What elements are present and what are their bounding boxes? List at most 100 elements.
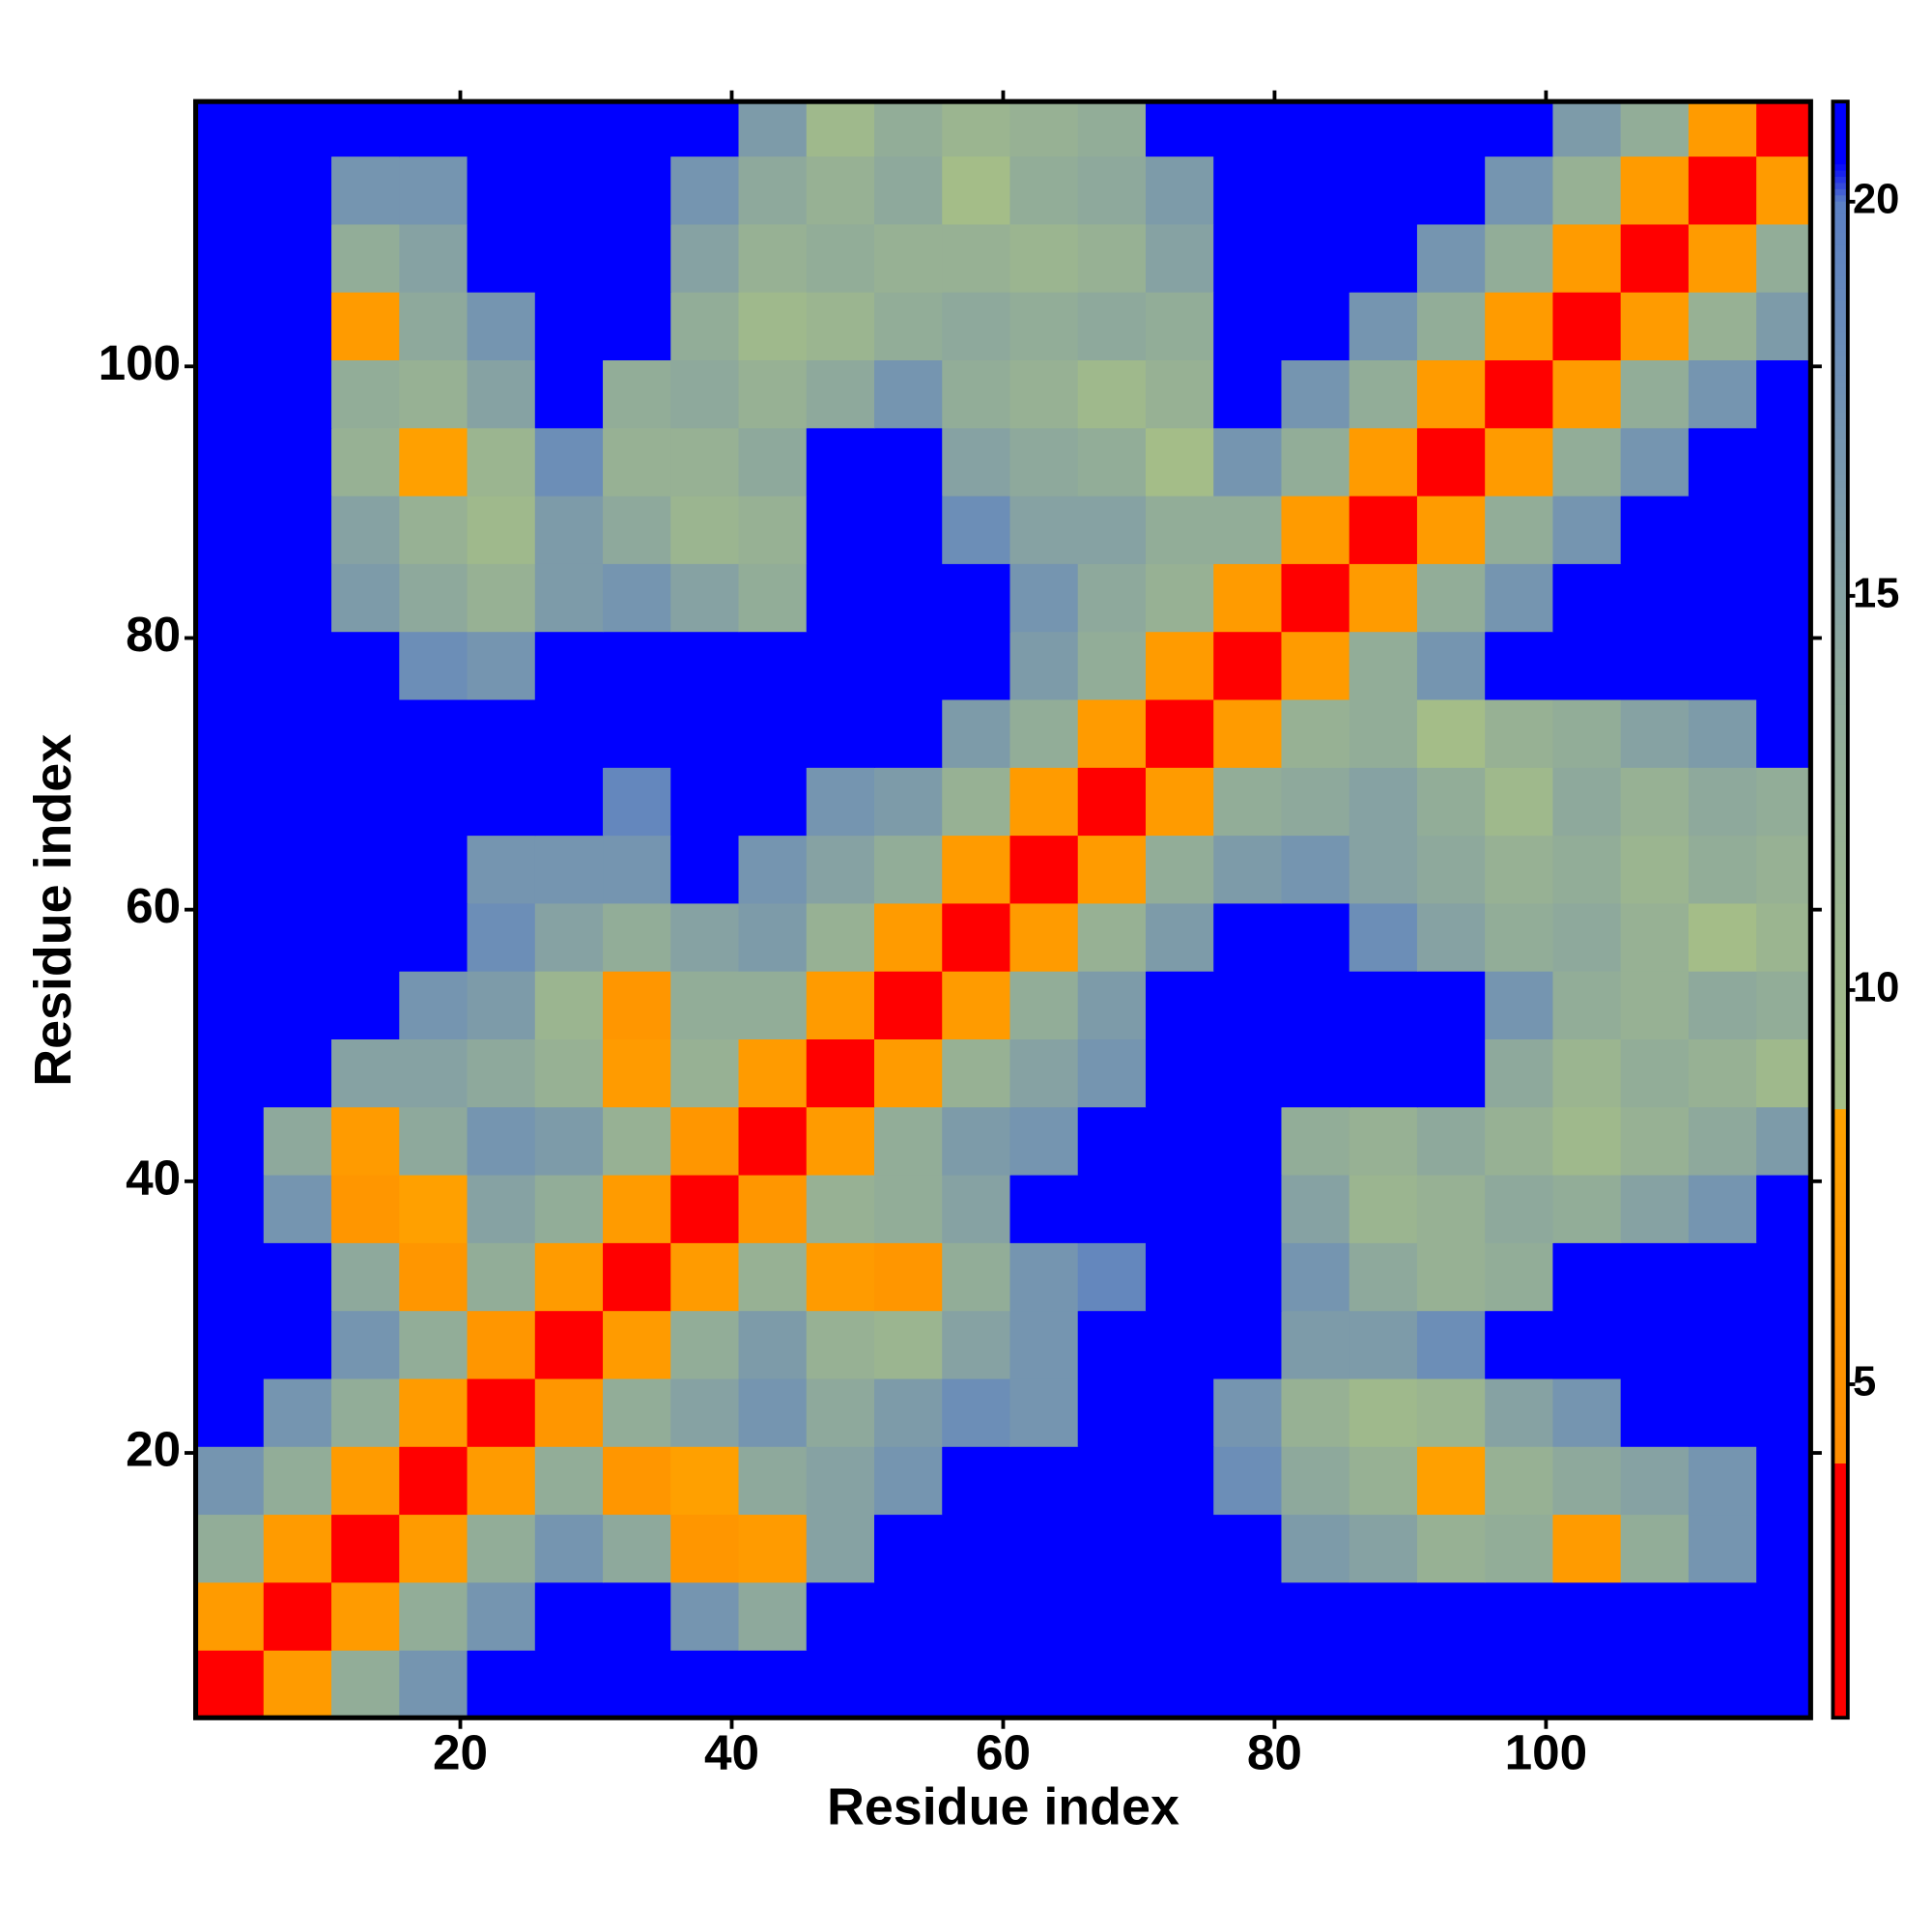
heatmap-cell	[1620, 563, 1690, 633]
heatmap-cell	[534, 1649, 604, 1719]
colorbar-slice	[1833, 1282, 1848, 1290]
heatmap-cell	[534, 427, 604, 497]
heatmap-cell	[873, 698, 944, 768]
heatmap-cell	[942, 767, 1011, 837]
heatmap-cell	[1281, 1038, 1350, 1108]
colorbar-slice	[1833, 1133, 1848, 1141]
heatmap-cell	[399, 835, 469, 904]
heatmap-cell	[263, 223, 332, 293]
heatmap-cell	[195, 1446, 265, 1516]
heatmap-cell	[1077, 223, 1147, 293]
heatmap-cell	[1281, 1649, 1350, 1719]
heatmap-cell	[942, 1174, 1011, 1243]
heatmap-cell	[467, 1446, 536, 1516]
colorbar-slice	[1833, 1090, 1848, 1097]
colorbar-slice	[1833, 107, 1848, 115]
heatmap-cell	[263, 427, 332, 497]
heatmap-cell	[806, 1514, 875, 1583]
colorbar-slice	[1833, 1524, 1848, 1532]
colorbar-slice	[1833, 654, 1848, 662]
heatmap-cell	[195, 563, 265, 633]
heatmap-cell	[1077, 1378, 1147, 1447]
colorbar-slice	[1833, 1177, 1848, 1184]
heatmap-cell	[1213, 101, 1283, 157]
heatmap-cell	[467, 495, 536, 564]
heatmap-cell	[806, 1038, 875, 1108]
heatmap-cell	[1349, 1038, 1418, 1108]
colorbar-slice	[1833, 406, 1848, 413]
colorbar-slice	[1833, 1519, 1848, 1526]
heatmap-cell	[1145, 698, 1214, 768]
heatmap-cell	[534, 1378, 604, 1447]
heatmap-cell	[195, 101, 265, 157]
colorbar-slice	[1833, 431, 1848, 439]
heatmap-cell	[1349, 1310, 1418, 1379]
colorbar-slice	[1833, 692, 1848, 699]
heatmap-cell	[1077, 1038, 1147, 1108]
heatmap-cell	[1281, 101, 1350, 157]
colorbar-slice	[1833, 1039, 1848, 1047]
heatmap-cell	[1349, 1106, 1418, 1176]
heatmap-cell	[331, 970, 401, 1040]
colorbar-slice	[1833, 1158, 1848, 1166]
heatmap-cell	[1552, 427, 1622, 497]
heatmap-cell	[399, 970, 469, 1040]
heatmap-cell	[195, 698, 265, 768]
heatmap-cell	[1485, 1649, 1554, 1719]
heatmap-cell	[806, 223, 875, 293]
heatmap-cell	[1281, 1242, 1350, 1312]
heatmap-cell	[1213, 1378, 1283, 1447]
heatmap-cell	[1416, 291, 1486, 361]
heatmap-cell	[670, 1174, 740, 1243]
heatmap-cell	[1416, 1378, 1486, 1447]
colorbar-slice	[1833, 1102, 1848, 1110]
heatmap-cell	[195, 1106, 265, 1176]
colorbar-slice	[1833, 1425, 1848, 1433]
colorbar-slice	[1833, 393, 1848, 401]
heatmap-cell	[873, 101, 944, 157]
heatmap-cell	[873, 1310, 944, 1379]
heatmap-cell	[1756, 767, 1811, 837]
heatmap-cell	[1416, 1446, 1486, 1516]
heatmap-cell	[195, 1174, 265, 1243]
x-tick-label: 60	[976, 1724, 1031, 1779]
heatmap-cell	[1552, 1106, 1622, 1176]
heatmap-cell	[1281, 291, 1350, 361]
heatmap-cell	[603, 631, 672, 700]
colorbar-slice	[1833, 424, 1848, 432]
colorbar-slice	[1833, 574, 1848, 582]
colorbar-slice	[1833, 1388, 1848, 1396]
heatmap-cell	[1485, 291, 1554, 361]
heatmap-cell	[670, 1378, 740, 1447]
heatmap-cell	[1485, 223, 1554, 293]
heatmap-cell	[738, 1242, 808, 1312]
heatmap-cell	[1349, 767, 1418, 837]
colorbar-slice	[1833, 474, 1848, 482]
heatmap-cell	[1009, 1106, 1079, 1176]
heatmap-cell	[534, 495, 604, 564]
heatmap-cell	[1552, 698, 1622, 768]
colorbar-slice	[1833, 1233, 1848, 1240]
heatmap-cell	[1416, 1242, 1486, 1312]
heatmap-cell	[1485, 1514, 1554, 1583]
heatmap-cell	[1688, 495, 1757, 564]
heatmap-cell	[873, 1174, 944, 1243]
colorbar-slice	[1833, 319, 1848, 327]
heatmap-cell	[942, 101, 1011, 157]
colorbar-slice	[1833, 1493, 1848, 1501]
heatmap-cell	[873, 1038, 944, 1108]
colorbar-slice	[1833, 1151, 1848, 1159]
colorbar-slice	[1833, 1468, 1848, 1476]
heatmap-cell	[1485, 631, 1554, 700]
heatmap-cell	[1077, 1106, 1147, 1176]
heatmap-cell	[1620, 223, 1690, 293]
heatmap-cell	[263, 101, 332, 157]
heatmap-cell	[1281, 1106, 1350, 1176]
heatmap-cell	[467, 698, 536, 768]
colorbar-slice	[1833, 1437, 1848, 1445]
heatmap-cell	[1485, 1581, 1554, 1651]
heatmap-cell	[534, 291, 604, 361]
colorbar-slice	[1833, 1412, 1848, 1420]
heatmap-cell	[1349, 223, 1418, 293]
heatmap-cell	[1620, 1649, 1690, 1719]
